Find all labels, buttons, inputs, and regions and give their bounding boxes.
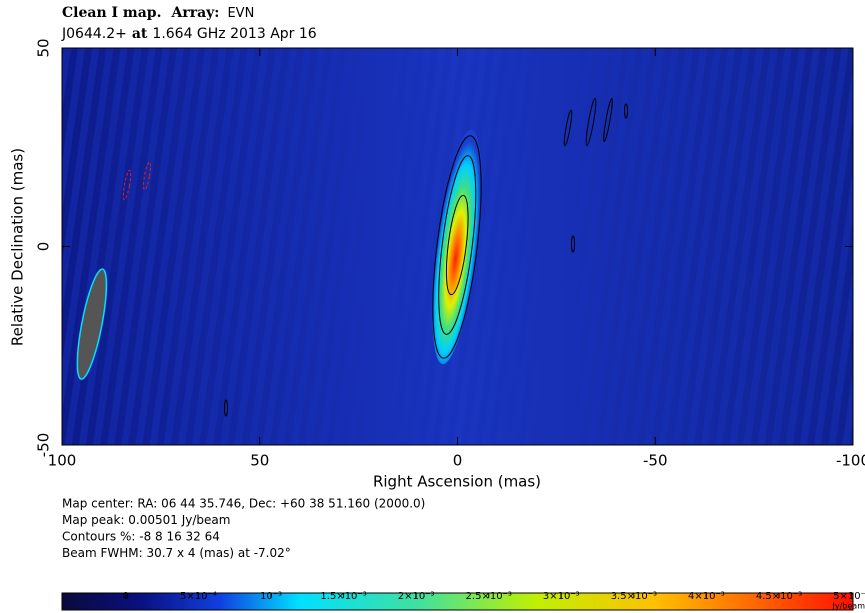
x-tick-label: 0 <box>453 452 463 470</box>
colorbar-tick-label: 10⁻³ <box>260 591 282 602</box>
map-info: Map center: RA: 06 44 35.746, Dec: +60 3… <box>62 497 425 511</box>
subtitle-part: J0644.2+ <box>61 26 127 42</box>
colorbar-tick-label: 3×10⁻³ <box>543 591 580 602</box>
chart: Clean I map. Array: EVN J0644.2+ at1.664 GH… <box>0 0 865 613</box>
colorbar-unit: Jy/beam <box>832 602 865 611</box>
map-image <box>62 48 853 445</box>
y-tick-label: 0 <box>35 242 53 252</box>
title-part: Array: <box>170 5 219 21</box>
map-info: Beam FWHM: 30.7 x 4 (mas) at -7.02° <box>62 546 291 560</box>
map-info: Contours %: -8 8 16 32 64 <box>62 530 220 544</box>
colorbar-tick-label: 5×10⁻³ <box>833 591 865 602</box>
colorbar-tick-label: 3.5×10⁻³ <box>611 591 657 602</box>
y-tick-label: 50 <box>35 38 53 57</box>
colorbar-tick-label: 2×10⁻³ <box>398 591 435 602</box>
colorbar-tick-label: 5×10⁻⁴ <box>180 591 217 602</box>
title-part: Clean I map. <box>62 5 161 21</box>
x-tick-label: -50 <box>643 452 668 470</box>
title-part: EVN <box>227 6 254 21</box>
colorbar-tick-label: 1.5×10⁻³ <box>320 591 366 602</box>
y-axis-label: Relative Declination (mas) <box>9 148 27 346</box>
x-tick-label: 50 <box>250 452 269 470</box>
subtitle-part: at <box>132 26 148 42</box>
colorbar-tick-label: 4×10⁻³ <box>688 591 725 602</box>
colorbar-tick-label: 2.5×10⁻³ <box>466 591 512 602</box>
colorbar-tick-label: 0 <box>123 591 129 602</box>
subtitle-part: 1.664 GHz 2013 Apr 16 <box>152 26 316 42</box>
x-tick-label: -100 <box>836 452 865 470</box>
x-axis-label: Right Ascension (mas) <box>373 473 541 491</box>
map-info: Map peak: 0.00501 Jy/beam <box>62 513 230 527</box>
chart-title: Clean I map. Array: EVN <box>62 5 254 21</box>
colorbar-tick-label: 4.5×10⁻³ <box>756 591 802 602</box>
y-tick-label: -50 <box>35 433 53 458</box>
